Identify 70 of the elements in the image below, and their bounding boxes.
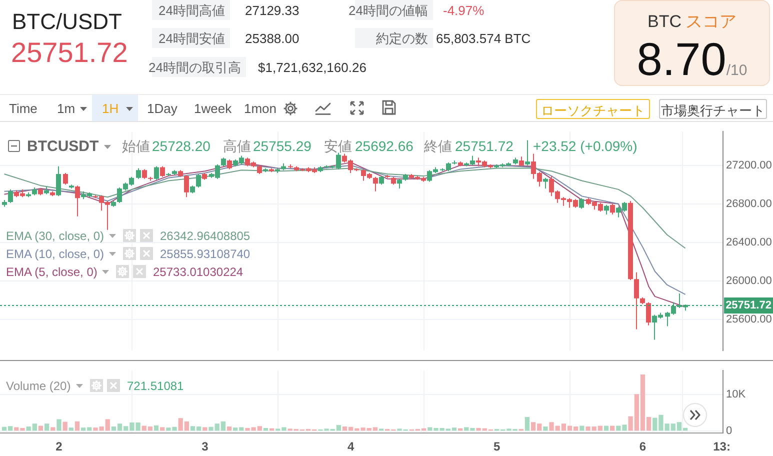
text: 24時間の値幅 [348,3,428,18]
y-tick-label: 26400.00 [726,236,772,248]
annotation: 25733.01030224 [153,265,244,280]
text: 1H [102,101,119,116]
annotation: 25751.72 [455,138,514,154]
bar [202,427,208,431]
x-tick-label: 5 [493,440,500,454]
text: 25751.72 [11,37,128,68]
annotation: 始値 [122,138,150,154]
text: 25388.00 [245,31,300,46]
bar [263,428,268,431]
annotation: 安値 [324,138,352,154]
text: 24時間の取引高 [148,60,241,75]
bar [44,424,50,431]
x-tick-label: 2 [56,440,63,454]
text: Time [9,101,38,116]
bar [68,428,74,431]
x-tick-label: 3 [202,440,209,454]
x-tick-label: 4 [348,440,355,454]
y-tick-label: 26800.00 [726,198,772,210]
y-tick-label: 25600.00 [726,314,772,326]
annotation: 25755.29 [253,138,312,154]
text: 1mon [244,101,277,116]
bar [543,426,548,431]
annotation: 26342.96408805 [160,229,250,244]
text: EMA (5, close, 0) [6,265,98,280]
bar [580,426,584,431]
text: ローソクチャート [541,103,645,118]
text: $1,721,632,160.26 [258,60,366,75]
text: 8.70 [636,33,726,85]
text: BTC/USDT [12,9,122,34]
text: 65,803.574 BTC [436,31,531,46]
text: スコア [686,12,736,31]
text: 1week [194,101,232,116]
annotation: +23.52 (+0.09%) [533,138,638,154]
text: 24時間安値 [158,31,225,46]
text: 約定の数 [376,31,428,46]
text: BTC [648,12,682,31]
bar [226,426,232,431]
bar [56,419,62,431]
text: EMA (30, close, 0) [6,229,104,244]
x-tick-label: 6 [639,440,646,454]
bar [50,427,56,431]
bar [154,425,159,431]
annotation: 25692.66 [355,138,414,154]
text: 24時間高値 [158,3,225,18]
x-tick-label: 13: [713,440,730,454]
text: 1Day [147,101,178,116]
text: EMA (10, close, 0) [6,247,104,262]
ref-line-label: 25751.72 [726,300,772,312]
text: 27129.33 [245,3,300,18]
bar [160,427,165,431]
y-tick-label: 27200.00 [726,159,772,172]
annotation: 721.51081 [127,378,184,393]
annotation: 終値 [424,138,452,154]
bar [62,422,68,431]
text: 1m [57,101,76,116]
text: /10 [726,62,748,79]
annotation: 25728.20 [152,138,210,154]
y-tick-label: 10K [726,388,746,400]
annotation: 25855.93108740 [160,247,250,262]
text: -4.97% [443,3,484,18]
chart-title: BTCUSDT [27,138,99,155]
annotation: 高値 [223,138,251,154]
text: 市場奥行チャート [661,103,765,118]
text: Volume (20) [6,378,71,393]
y-tick-label: 26000.00 [726,275,772,288]
y-tick-label: 0 [726,424,732,437]
bar [74,421,80,431]
bar [524,417,530,431]
